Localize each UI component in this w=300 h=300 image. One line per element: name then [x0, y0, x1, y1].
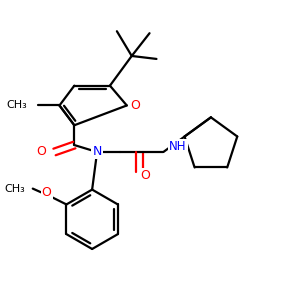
- Text: O: O: [42, 186, 52, 199]
- Text: O: O: [130, 99, 140, 112]
- Text: NH: NH: [169, 140, 187, 152]
- Text: CH₃: CH₃: [6, 100, 27, 110]
- Text: N: N: [92, 146, 102, 158]
- Text: O: O: [141, 169, 151, 182]
- Text: O: O: [37, 146, 46, 158]
- Text: CH₃: CH₃: [4, 184, 25, 194]
